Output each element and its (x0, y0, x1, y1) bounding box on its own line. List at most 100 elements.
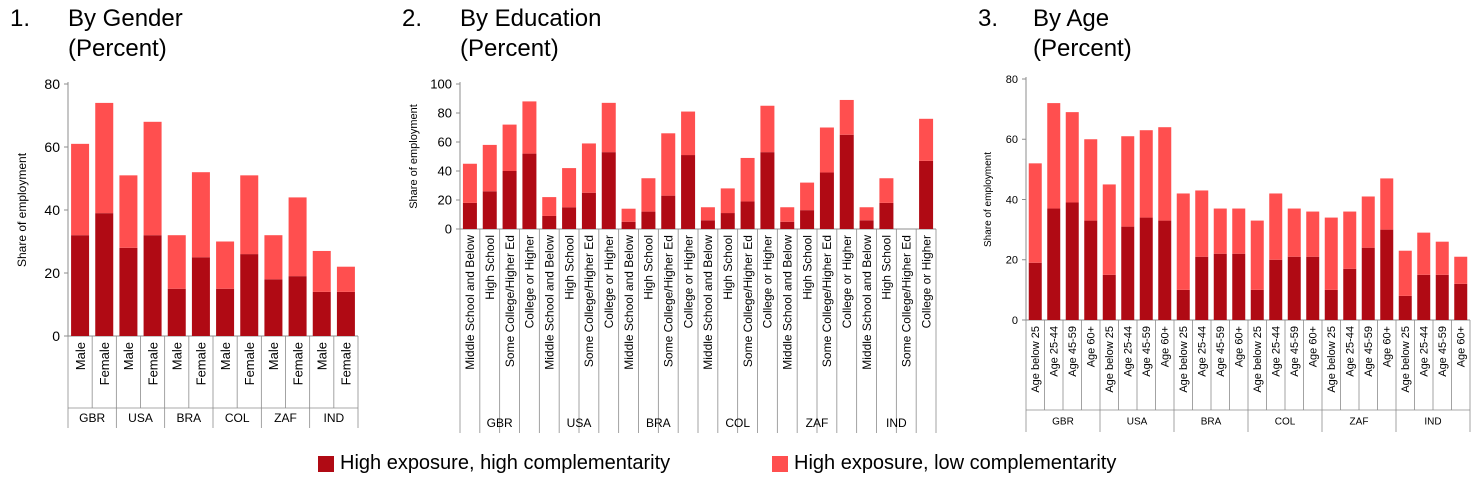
chart-1-bar-low-usa-1 (119, 175, 138, 248)
chart-3-x-sub-label: Age below 25 (1326, 326, 1338, 393)
chart-3-bar-high-col-4 (1306, 256, 1320, 320)
chart-3-bar-high-col-1 (1250, 289, 1264, 320)
chart-1-bar-low-zaf-1 (264, 235, 283, 280)
chart-2-bar-high-gbr-2 (482, 191, 497, 229)
chart-3-bar-high-bra-2 (1195, 256, 1209, 320)
chart-2-bar-low-zaf-2 (800, 182, 815, 211)
chart-1-y-tick-label: 60 (44, 139, 60, 155)
chart-3-bar-high-usa-3 (1139, 217, 1153, 320)
chart-1-y-tick-label: 0 (52, 328, 60, 344)
chart-1-x-sub-label: Female (290, 342, 305, 385)
chart-2-x-sub-label: Middle School and Below (781, 235, 795, 370)
chart-2-bar-low-zaf-1 (780, 207, 795, 222)
chart-2-x-sub-label: Middle School and Below (622, 235, 636, 370)
chart-1-x-sub-label: Male (73, 342, 88, 370)
chart-2-bar-high-bra-4 (681, 155, 696, 229)
chart-2-x-sub-label: High School (880, 235, 894, 300)
chart-2-bar-low-zaf-4 (839, 99, 854, 135)
panel-3-title-line1: By Age (1033, 5, 1110, 32)
chart-2-bar-high-col-1 (700, 220, 715, 229)
panel-2-number: 2. (402, 5, 423, 32)
chart-3-bar-high-gbr-4 (1084, 220, 1098, 320)
charts-canvas: 0 20 40 60 80 Share of employment Male Female GB… (15, 74, 1471, 433)
chart-2-bar-high-usa-1 (542, 215, 557, 229)
chart-3-bar-high-usa-1 (1102, 274, 1116, 320)
chart-3-bar-high-zaf-1 (1324, 289, 1338, 320)
legend: High exposure, high complementarity High… (0, 452, 1479, 480)
chart-2-x-sub-label: High School (721, 235, 735, 300)
chart-1-bar-low-ind-1 (312, 250, 331, 292)
chart-3-bar-high-col-2 (1269, 259, 1283, 320)
chart-3-bar-high-usa-2 (1121, 226, 1135, 320)
chart-3-x-sub-label: Age 60+ (1456, 326, 1468, 367)
chart-3-x-sub-label: Age 60+ (1160, 326, 1172, 367)
panel-1-title-line2: (Percent) (68, 35, 167, 62)
chart-1-bar-low-gbr-1 (71, 143, 90, 236)
chart-3-bar-low-gbr-4 (1084, 139, 1098, 221)
chart-3-bar-low-col-2 (1269, 193, 1283, 260)
chart-2-bar-low-gbr-2 (482, 144, 497, 192)
chart-1-bar-high-usa-2 (143, 235, 162, 336)
chart-3-bar-high-zaf-2 (1343, 268, 1357, 320)
chart-1-bar-high-bra-2 (191, 257, 210, 336)
chart-1-bar-low-gbr-2 (95, 102, 114, 214)
chart-2-bar-high-zaf-2 (800, 210, 815, 229)
chart-2-bar-low-zaf-3 (819, 127, 834, 173)
chart-2-bar-low-bra-4 (681, 111, 696, 156)
legend-item-high-complementarity: High exposure, high complementarity (318, 452, 670, 475)
chart-3-y-tick-label: 0 (1012, 315, 1018, 327)
chart-2-x-sub-label: Middle School and Below (463, 235, 477, 370)
chart-2-bar-high-col-3 (740, 201, 755, 229)
chart-3-group-label-ind: IND (1424, 417, 1441, 428)
chart-1-bar-high-col-1 (216, 288, 235, 336)
chart-3-x-sub-label: Age below 25 (1252, 326, 1264, 393)
chart-1-x-sub-label: Male (169, 342, 184, 370)
chart-1-group-label-col: COL (225, 411, 250, 425)
chart-2-bar-low-col-2 (720, 188, 735, 214)
chart-3-bar-high-zaf-3 (1361, 247, 1375, 320)
chart-3-bar-low-usa-4 (1158, 127, 1172, 221)
chart-2-bar-low-usa-4 (601, 102, 616, 153)
chart-1-group-label-usa: USA (128, 411, 153, 425)
chart-3-x-sub-label: Age 45-59 (1289, 326, 1301, 377)
chart-3-bar-high-bra-3 (1213, 253, 1227, 320)
chart-2-bar-low-bra-2 (641, 178, 656, 212)
chart-1-x-sub-label: Male (314, 342, 329, 370)
chart-1-bar-high-zaf-2 (288, 276, 307, 336)
panel-3-title: By Age (Percent) (1033, 4, 1132, 64)
chart-3-bar-high-gbr-1 (1028, 262, 1042, 320)
chart-3-bar-low-zaf-4 (1380, 178, 1394, 230)
chart-3-bar-low-bra-1 (1176, 193, 1190, 290)
chart-1-bar-low-bra-1 (167, 235, 186, 289)
chart-2-y-axis-label: Share of employment (408, 104, 420, 209)
chart-3-x-sub-label: Age 45-59 (1141, 326, 1153, 377)
chart-3-group-label-usa: USA (1127, 417, 1148, 428)
chart-3-bar-low-ind-4 (1454, 256, 1468, 284)
chart-3-bar-high-gbr-2 (1047, 208, 1061, 320)
chart-2-bar-high-gbr-1 (462, 202, 477, 229)
chart-3-x-sub-label: Age below 25 (1030, 326, 1042, 393)
chart-2-x-sub-label: Middle School and Below (543, 235, 557, 370)
chart-3-x-sub-label: Age 60+ (1308, 326, 1320, 367)
panel-2-title-line1: By Education (460, 5, 602, 32)
chart-3-x-sub-label: Age 45-59 (1363, 326, 1375, 377)
chart-3-bar-low-col-1 (1250, 220, 1264, 290)
panel-2-header: 2. By Education (Percent) (402, 4, 802, 74)
chart-1-y-axis-label: Share of employment (15, 152, 29, 267)
chart-1-bar-high-col-2 (240, 254, 259, 336)
chart-3-bar-high-usa-4 (1158, 220, 1172, 320)
chart-2-x-sub-label: Some College/Higher Ed (741, 235, 755, 367)
chart-1-x-sub-label: Male (266, 342, 281, 370)
chart-2-bar-low-gbr-3 (502, 124, 517, 171)
chart-1-x-sub-label: Male (121, 342, 136, 370)
chart-1-bar-high-zaf-1 (264, 279, 283, 336)
chart-2-x-sub-label: Middle School and Below (860, 235, 874, 370)
chart-2-group-label-gbr: GBR (487, 416, 513, 430)
chart-3-bar-high-gbr-3 (1065, 202, 1079, 320)
chart-3-x-sub-label: Age 60+ (1382, 326, 1394, 367)
chart-2-bar-high-bra-3 (661, 195, 676, 229)
chart-2-group-label-bra: BRA (646, 416, 671, 430)
chart-3-bar-high-bra-4 (1232, 253, 1246, 320)
chart-3-bar-low-gbr-1 (1028, 163, 1042, 263)
chart-3-bar-high-ind-1 (1398, 295, 1412, 320)
